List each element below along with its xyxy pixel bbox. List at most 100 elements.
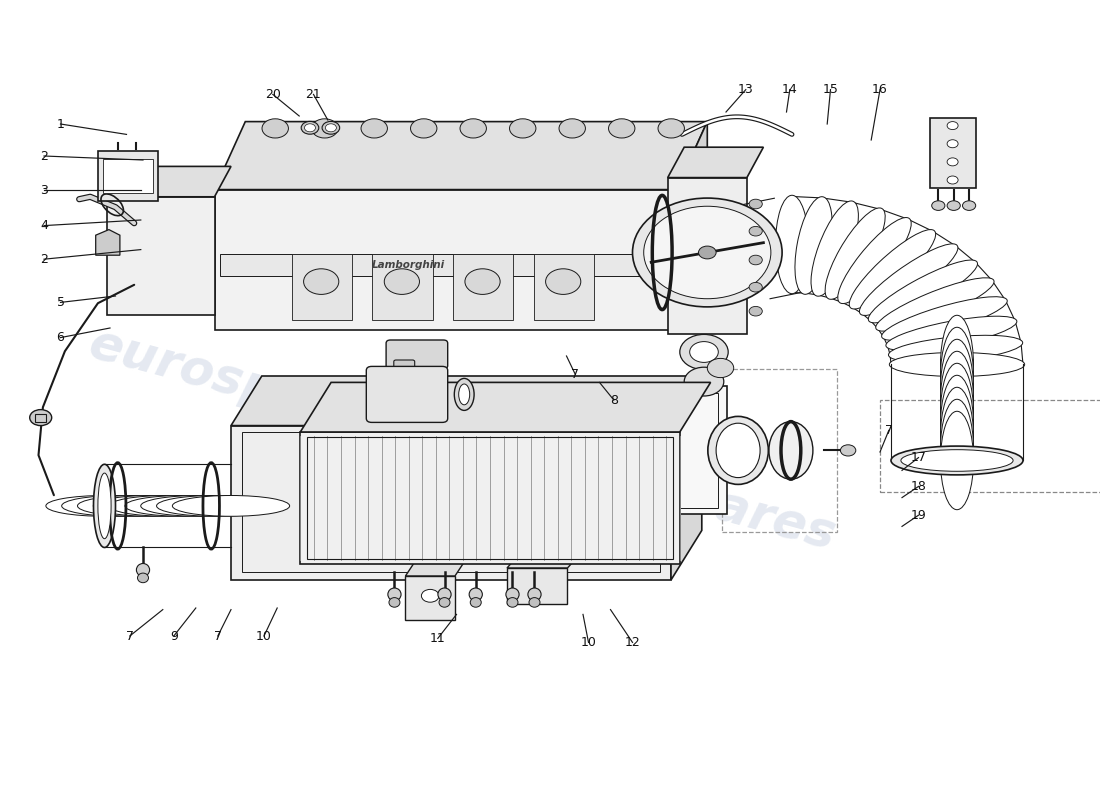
Bar	[307, 437, 673, 559]
Text: 10: 10	[581, 636, 596, 649]
Text: eurospares: eurospares	[84, 320, 400, 448]
Text: 7: 7	[125, 630, 134, 642]
Text: 7: 7	[884, 424, 893, 437]
Text: 7: 7	[213, 630, 222, 642]
Ellipse shape	[940, 327, 974, 426]
Polygon shape	[300, 382, 711, 432]
Circle shape	[698, 246, 716, 259]
Circle shape	[361, 119, 387, 138]
Ellipse shape	[156, 495, 274, 516]
Ellipse shape	[693, 234, 824, 269]
Text: 14: 14	[782, 83, 797, 96]
Ellipse shape	[776, 195, 808, 294]
FancyBboxPatch shape	[394, 360, 415, 371]
Ellipse shape	[901, 450, 1013, 471]
Circle shape	[30, 410, 52, 426]
Ellipse shape	[708, 230, 839, 266]
Circle shape	[658, 119, 684, 138]
Polygon shape	[231, 426, 671, 580]
Ellipse shape	[698, 233, 829, 268]
Circle shape	[690, 342, 718, 362]
Circle shape	[326, 124, 337, 132]
Polygon shape	[107, 166, 231, 197]
Text: 8: 8	[609, 394, 618, 406]
Text: 2: 2	[40, 253, 48, 266]
Text: 11: 11	[430, 632, 446, 645]
Circle shape	[421, 590, 439, 602]
Ellipse shape	[689, 234, 820, 270]
Circle shape	[749, 282, 762, 292]
Circle shape	[465, 269, 501, 294]
Ellipse shape	[98, 473, 111, 538]
Bar	[362, 393, 718, 508]
Ellipse shape	[705, 231, 836, 266]
Ellipse shape	[94, 464, 115, 547]
Ellipse shape	[691, 234, 822, 270]
Ellipse shape	[838, 218, 911, 303]
Ellipse shape	[697, 233, 827, 268]
Ellipse shape	[889, 335, 1023, 362]
Ellipse shape	[388, 588, 401, 601]
Circle shape	[749, 199, 762, 209]
Ellipse shape	[720, 228, 851, 263]
Polygon shape	[671, 376, 702, 580]
FancyBboxPatch shape	[366, 366, 448, 422]
Text: 13: 13	[738, 83, 754, 96]
Text: 17: 17	[911, 451, 926, 464]
Polygon shape	[406, 556, 469, 576]
Ellipse shape	[125, 495, 242, 516]
Bar	[103, 159, 153, 193]
Text: 18: 18	[911, 480, 926, 493]
Ellipse shape	[438, 588, 451, 601]
Circle shape	[840, 445, 856, 456]
Bar	[507, 568, 568, 604]
Ellipse shape	[703, 232, 834, 267]
Circle shape	[546, 269, 581, 294]
Ellipse shape	[454, 378, 474, 410]
Ellipse shape	[688, 235, 817, 270]
Circle shape	[932, 201, 945, 210]
Circle shape	[947, 122, 958, 130]
Circle shape	[684, 367, 724, 396]
Bar	[35, 414, 46, 422]
Ellipse shape	[891, 446, 1023, 475]
Text: Lamborghini: Lamborghini	[372, 260, 446, 270]
Bar	[242, 432, 660, 572]
Circle shape	[749, 306, 762, 316]
Circle shape	[559, 119, 585, 138]
Ellipse shape	[859, 244, 958, 315]
Ellipse shape	[940, 399, 974, 498]
Ellipse shape	[825, 208, 886, 299]
Text: 3: 3	[40, 184, 48, 197]
FancyBboxPatch shape	[386, 340, 448, 369]
Bar	[722, 369, 837, 532]
Ellipse shape	[713, 230, 844, 265]
Circle shape	[749, 255, 762, 265]
Polygon shape	[353, 386, 727, 514]
Circle shape	[460, 119, 486, 138]
Ellipse shape	[715, 230, 846, 265]
Text: 5: 5	[56, 296, 65, 309]
Ellipse shape	[849, 230, 936, 309]
Polygon shape	[300, 432, 680, 564]
Ellipse shape	[141, 495, 258, 516]
Polygon shape	[507, 550, 584, 568]
Ellipse shape	[471, 598, 482, 607]
Bar	[930, 118, 976, 188]
Ellipse shape	[717, 229, 847, 264]
Circle shape	[305, 124, 316, 132]
Text: 7: 7	[571, 368, 580, 381]
Text: 9: 9	[169, 630, 178, 642]
Text: 16: 16	[872, 83, 888, 96]
Ellipse shape	[389, 598, 400, 607]
Polygon shape	[372, 254, 432, 320]
Circle shape	[608, 119, 635, 138]
Text: 19: 19	[911, 509, 926, 522]
Ellipse shape	[707, 231, 837, 266]
Polygon shape	[96, 230, 120, 255]
Ellipse shape	[507, 598, 518, 607]
Circle shape	[410, 119, 437, 138]
Circle shape	[749, 226, 762, 236]
Text: 21: 21	[306, 88, 321, 101]
Text: eurospares: eurospares	[524, 432, 840, 560]
